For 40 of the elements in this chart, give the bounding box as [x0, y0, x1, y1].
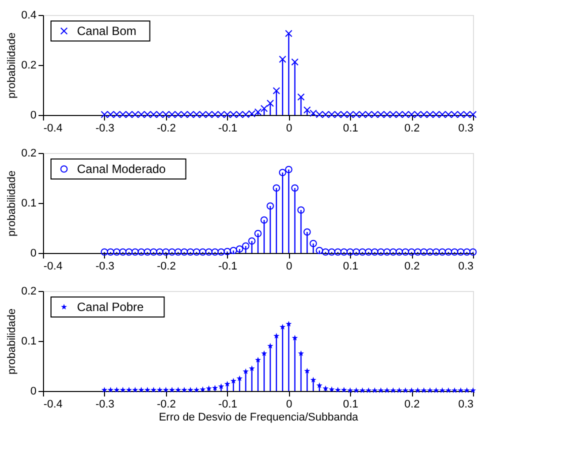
- x-tick-label: -0.3: [95, 398, 114, 410]
- y-tick-label: 0.4: [21, 10, 36, 22]
- y-tick-label: 0.1: [21, 198, 36, 210]
- x-tick-label: 0.3: [458, 122, 474, 134]
- x-tick-label: 0.2: [404, 398, 420, 410]
- x-tick-label: 0.1: [342, 398, 358, 410]
- legend-label: Canal Bom: [77, 24, 136, 38]
- x-axis-title: Erro de Desvio de Frequencia/Subbanda: [158, 412, 360, 424]
- legend-label: Canal Pobre: [77, 300, 144, 314]
- x-tick-label: -0.4: [44, 122, 62, 134]
- x-tick-label: 0.3: [458, 398, 474, 410]
- x-tick-label: -0.4: [44, 398, 62, 410]
- y-tick-label: 0.1: [21, 336, 36, 348]
- x-tick-label: -0.4: [44, 260, 62, 272]
- x-tick-label: -0.3: [95, 260, 114, 272]
- y-tick-label: 0: [30, 248, 36, 260]
- x-tick-label: 0.1: [342, 260, 358, 272]
- y-tick-label: 0: [30, 386, 36, 398]
- legend-label: Canal Moderado: [77, 162, 166, 176]
- y-axis-title: probabilidade: [6, 308, 18, 375]
- x-tick-label: -0.2: [156, 398, 176, 410]
- x-tick-label: -0.1: [218, 398, 238, 410]
- x-tick-label: -0.3: [95, 122, 114, 134]
- y-tick-label: 0.2: [21, 148, 36, 160]
- y-tick-label: 0.2: [21, 286, 36, 298]
- x-tick-label: 0.1: [342, 122, 358, 134]
- x-tick-label: 0.2: [404, 122, 420, 134]
- x-tick-label: 0: [286, 122, 292, 134]
- y-axis-title: probabilidade: [6, 32, 18, 99]
- y-tick-label: 0.2: [21, 60, 36, 72]
- x-tick-label: -0.2: [156, 260, 176, 272]
- x-tick-label: -0.1: [218, 260, 238, 272]
- x-tick-label: 0: [286, 398, 292, 410]
- x-tick-label: -0.1: [218, 122, 238, 134]
- x-tick-label: 0: [286, 260, 292, 272]
- y-axis-title: probabilidade: [6, 170, 18, 237]
- y-tick-label: 0: [30, 110, 36, 122]
- x-tick-label: 0.3: [458, 260, 474, 272]
- x-tick-label: 0.2: [404, 260, 420, 272]
- x-tick-label: -0.2: [156, 122, 176, 134]
